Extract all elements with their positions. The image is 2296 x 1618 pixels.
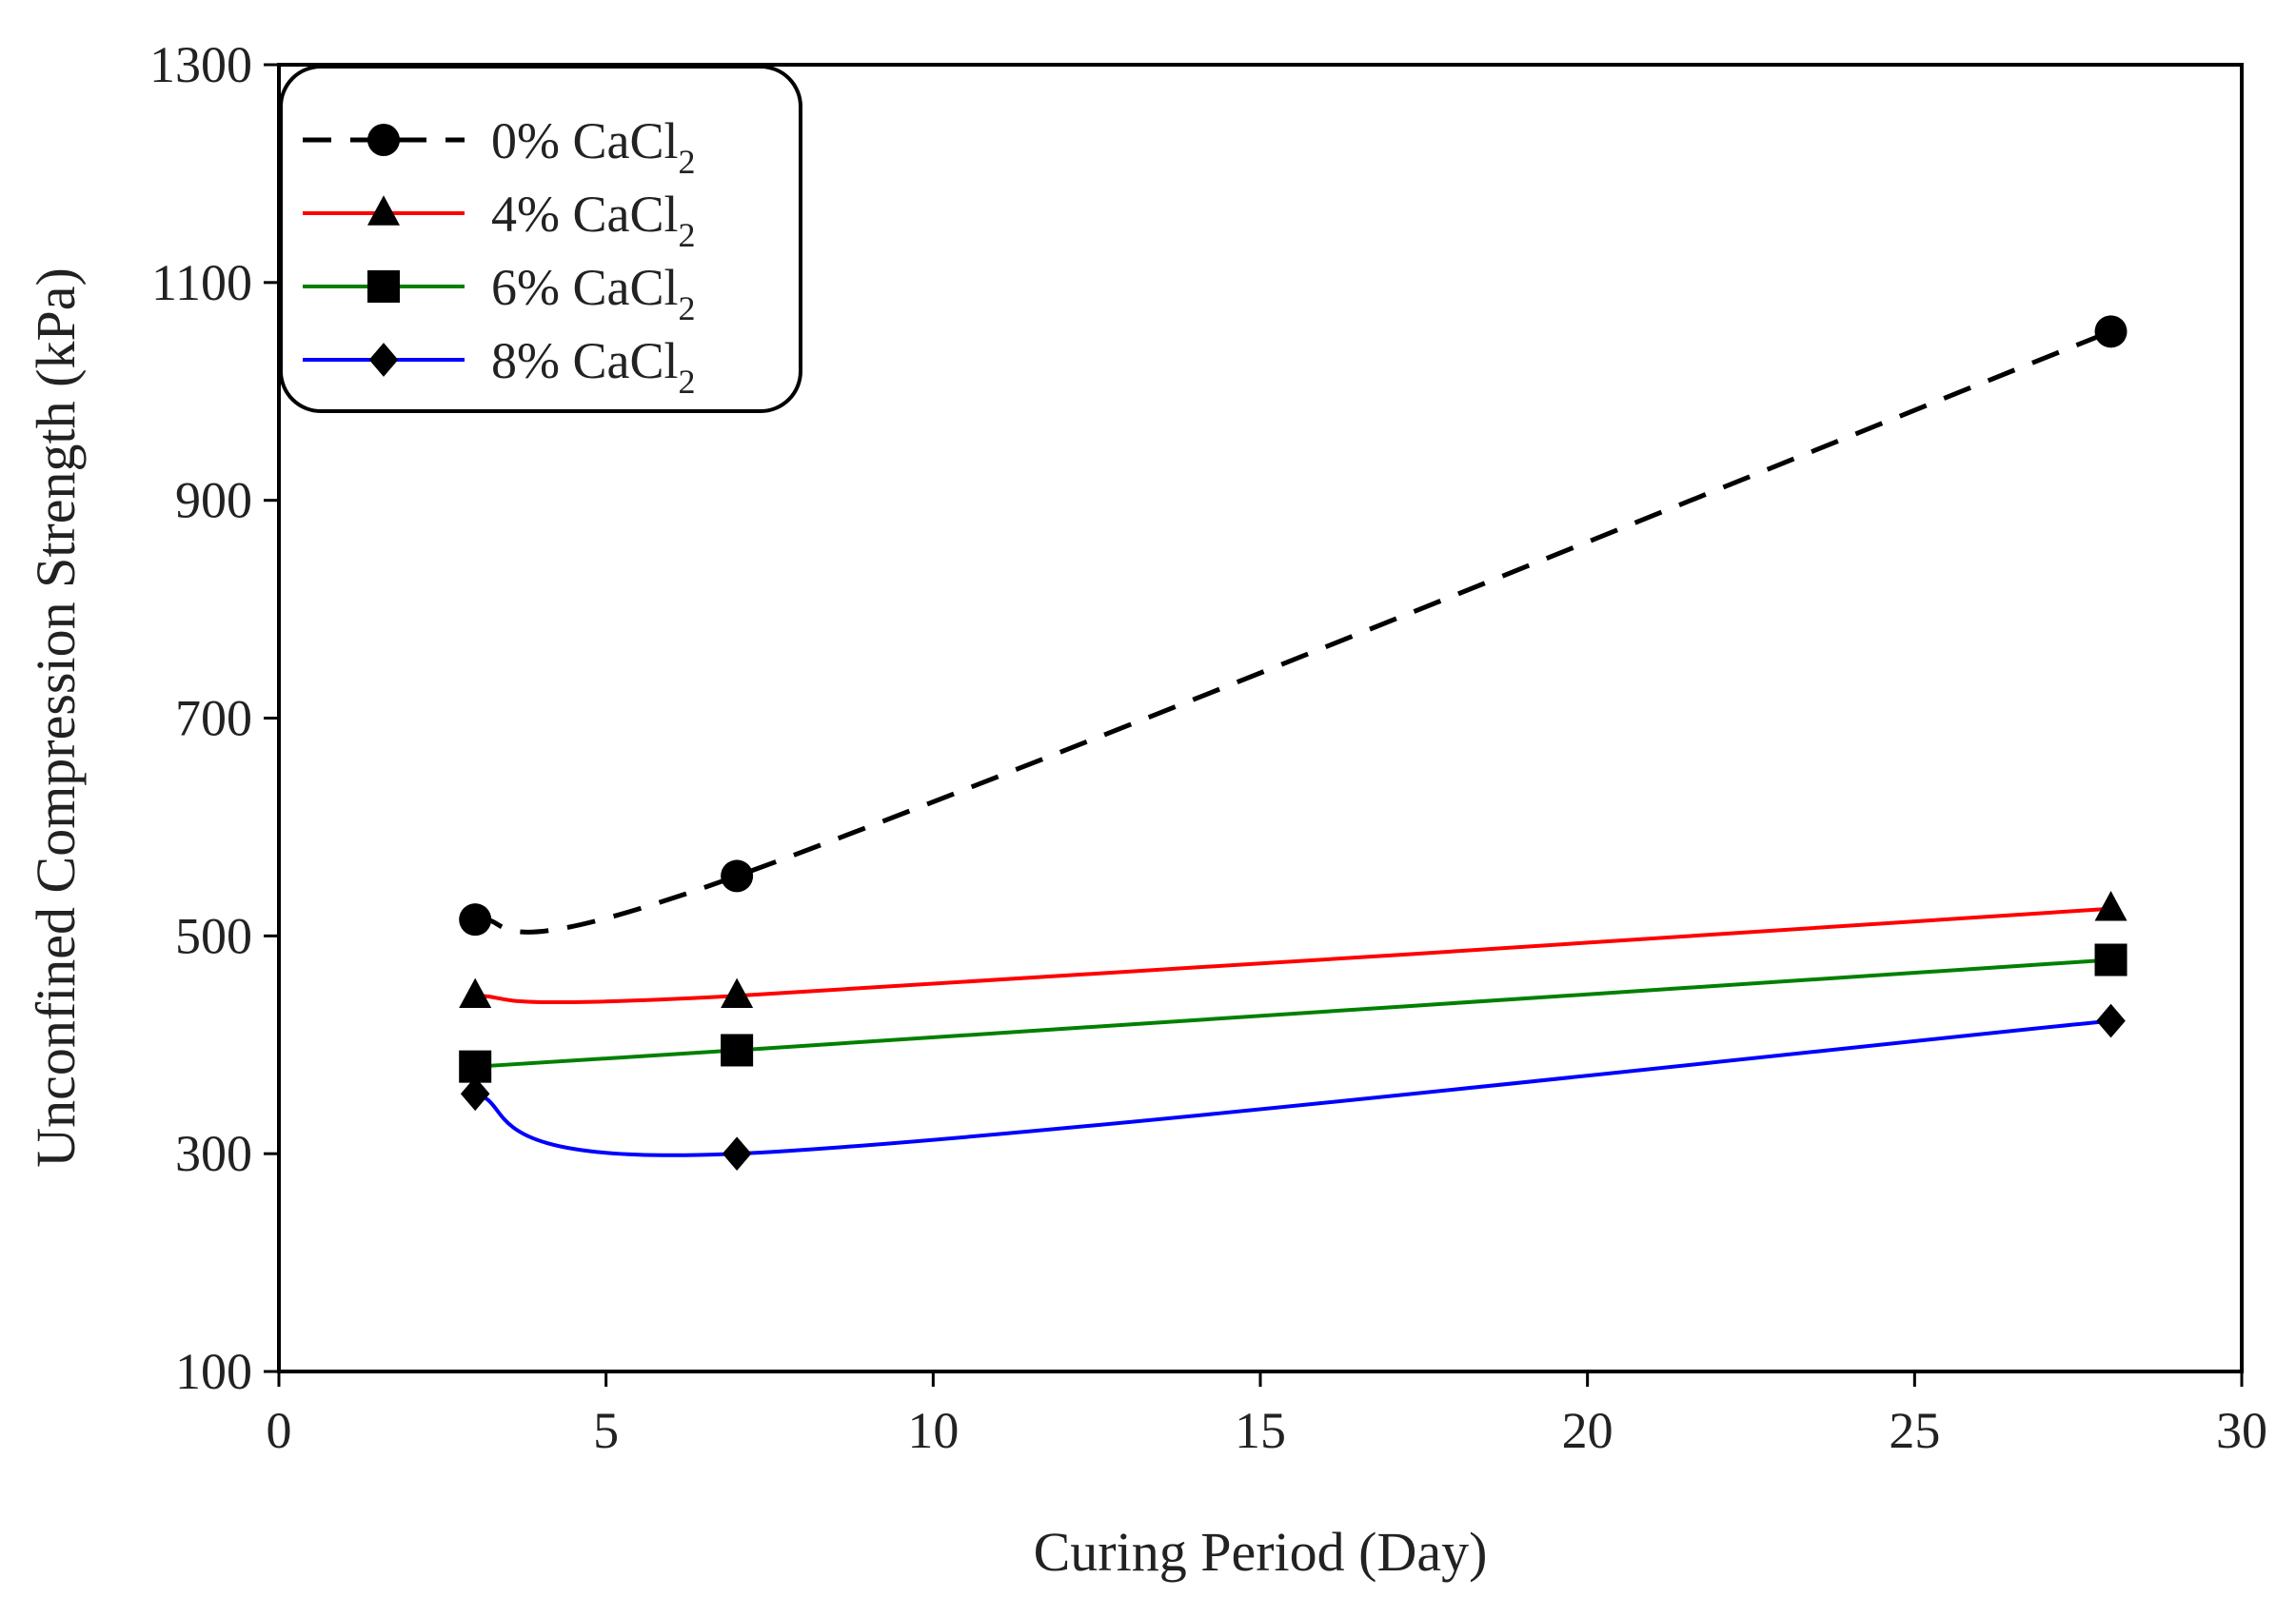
x-tick-label: 25 <box>1889 1402 1940 1459</box>
y-tick-label: 500 <box>175 907 252 964</box>
x-tick-label: 15 <box>1235 1402 1286 1459</box>
x-tick-label: 10 <box>907 1402 959 1459</box>
legend-box <box>279 65 802 413</box>
y-tick-label: 1100 <box>151 254 252 311</box>
legend-label-subscript: 2 <box>679 289 696 327</box>
x-tick-label: 0 <box>267 1402 292 1459</box>
series-4pct-cacl2 <box>459 891 2128 1009</box>
series-line-6pct-cacl2 <box>475 957 2111 1069</box>
y-tick-label: 300 <box>175 1125 252 1182</box>
data-point-8pct-cacl2 <box>722 1136 752 1172</box>
series-line-8pct-cacl2 <box>474 1018 2111 1157</box>
data-point-6pct-cacl2 <box>2094 943 2128 977</box>
legend-label-subscript: 2 <box>679 363 696 401</box>
y-tick-label: 1300 <box>149 36 252 93</box>
y-axis-title: Unconfined Compression Strength (kPa) <box>25 267 87 1168</box>
x-axis-title: Curing Period (Day) <box>1034 1521 1488 1583</box>
y-tick-label: 700 <box>175 690 252 747</box>
data-point-0pct-cacl2 <box>721 859 754 893</box>
data-point-4pct-cacl2 <box>2094 891 2128 921</box>
series-layer <box>459 315 2128 1172</box>
data-point-4pct-cacl2 <box>459 977 492 1009</box>
data-point-8pct-cacl2 <box>2096 1003 2126 1038</box>
y-tick-label: 900 <box>175 472 252 529</box>
x-tick-label: 30 <box>2216 1402 2267 1459</box>
series-8pct-cacl2 <box>460 1003 2126 1172</box>
data-point-4pct-cacl2 <box>721 977 754 1009</box>
legend-marker <box>367 124 400 156</box>
data-point-0pct-cacl2 <box>2094 315 2128 348</box>
legend-label-subscript: 2 <box>679 216 696 254</box>
data-point-8pct-cacl2 <box>460 1076 490 1112</box>
legend-label-subscript: 2 <box>679 143 696 181</box>
legend-marker <box>368 343 399 377</box>
legend-marker <box>367 195 400 226</box>
y-tick-label: 100 <box>175 1343 252 1400</box>
x-tick-label: 5 <box>593 1402 619 1459</box>
data-point-0pct-cacl2 <box>459 903 492 937</box>
series-line-0pct-cacl2 <box>474 328 2112 935</box>
series-0pct-cacl2 <box>459 315 2128 937</box>
data-point-6pct-cacl2 <box>721 1034 754 1067</box>
legend-marker <box>367 270 400 303</box>
y-axis-ticks: 100 300 500 700 900 1100 1300 <box>149 36 279 1400</box>
x-axis-ticks: 0 5 10 15 20 25 30 <box>267 1371 2267 1459</box>
series-line-4pct-cacl2 <box>475 906 2111 1005</box>
x-tick-label: 20 <box>1562 1402 1613 1459</box>
